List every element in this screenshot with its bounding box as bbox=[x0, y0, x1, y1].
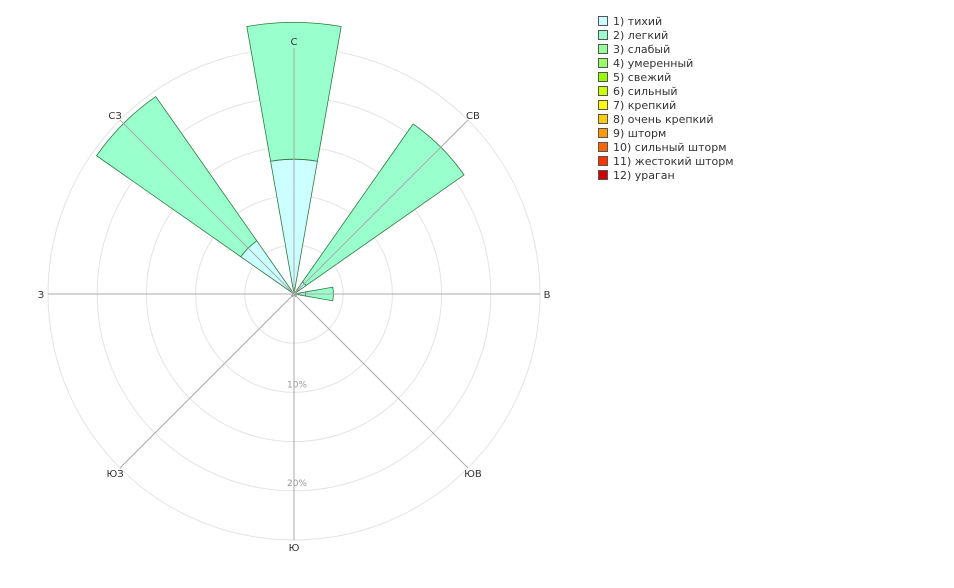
direction-label-nw: СЗ bbox=[108, 111, 121, 122]
direction-label-se: ЮВ bbox=[464, 469, 482, 480]
ring-label: 20% bbox=[287, 479, 307, 489]
direction-label-n: С bbox=[291, 37, 298, 48]
direction-spokes bbox=[48, 48, 540, 540]
direction-label-s: Ю bbox=[289, 543, 300, 554]
legend-swatch bbox=[598, 128, 608, 138]
ring-label: 10% bbox=[287, 380, 307, 390]
direction-label-e: В bbox=[544, 290, 551, 301]
spoke-se bbox=[293, 293, 469, 469]
legend-label: 3) слабый bbox=[613, 42, 671, 56]
legend-swatch bbox=[598, 72, 608, 82]
legend-item: 10) сильный шторм bbox=[598, 140, 734, 154]
direction-label-w: З bbox=[38, 290, 44, 301]
legend-label: 6) сильный bbox=[613, 84, 678, 98]
legend-label: 2) легкий bbox=[613, 28, 669, 42]
legend-label: 8) очень крепкий bbox=[613, 112, 714, 126]
legend-swatch bbox=[598, 142, 608, 152]
legend-swatch bbox=[598, 16, 608, 26]
spoke-sw bbox=[119, 293, 295, 469]
direction-labels: С СВ В ЮВ Ю ЮЗ З СЗ bbox=[38, 37, 551, 554]
legend-item: 3) слабый bbox=[598, 42, 734, 56]
legend-label: 10) сильный шторм bbox=[613, 140, 727, 154]
legend-item: 11) жестокий шторм bbox=[598, 154, 734, 168]
spoke-nw bbox=[119, 119, 295, 295]
legend-swatch bbox=[598, 100, 608, 110]
legend-swatch bbox=[598, 114, 608, 124]
legend-label: 11) жестокий шторм bbox=[613, 154, 734, 168]
legend-item: 7) крепкий bbox=[598, 98, 734, 112]
legend-swatch bbox=[598, 44, 608, 54]
legend-swatch bbox=[598, 58, 608, 68]
legend-label: 7) крепкий bbox=[613, 98, 677, 112]
spoke-ne bbox=[293, 119, 469, 295]
legend-swatch bbox=[598, 30, 608, 40]
legend-item: 1) тихий bbox=[598, 14, 734, 28]
legend-item: 4) умеренный bbox=[598, 56, 734, 70]
legend-item: 12) ураган bbox=[598, 168, 734, 182]
legend-item: 5) свежий bbox=[598, 70, 734, 84]
direction-label-ne: СВ bbox=[466, 111, 480, 122]
legend-item: 9) шторм bbox=[598, 126, 734, 140]
legend-swatch bbox=[598, 170, 608, 180]
legend-swatch bbox=[598, 86, 608, 96]
legend-item: 8) очень крепкий bbox=[598, 112, 734, 126]
legend-label: 5) свежий bbox=[613, 70, 672, 84]
direction-label-sw: ЮЗ bbox=[106, 469, 123, 480]
legend-label: 12) ураган bbox=[613, 168, 675, 182]
legend-label: 9) шторм bbox=[613, 126, 667, 140]
legend-item: 2) легкий bbox=[598, 28, 734, 42]
legend-label: 4) умеренный bbox=[613, 56, 694, 70]
legend-item: 6) сильный bbox=[598, 84, 734, 98]
legend-label: 1) тихий bbox=[613, 14, 663, 28]
ring-labels: 10% 20% bbox=[287, 380, 307, 488]
legend-swatch bbox=[598, 156, 608, 166]
wind-petals bbox=[95, 22, 465, 302]
legend: 1) тихий 2) легкий 3) слабый 4) умеренный 5)… bbox=[598, 14, 734, 182]
